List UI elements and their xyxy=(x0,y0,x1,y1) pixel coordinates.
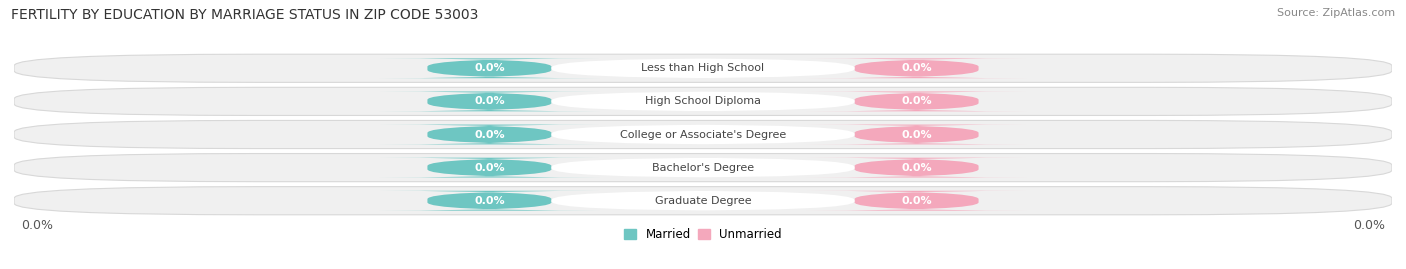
FancyBboxPatch shape xyxy=(807,91,1026,111)
Text: FERTILITY BY EDUCATION BY MARRIAGE STATUS IN ZIP CODE 53003: FERTILITY BY EDUCATION BY MARRIAGE STATU… xyxy=(11,8,478,22)
Text: 0.0%: 0.0% xyxy=(474,129,505,140)
Text: 0.0%: 0.0% xyxy=(474,96,505,107)
Text: Graduate Degree: Graduate Degree xyxy=(655,196,751,206)
FancyBboxPatch shape xyxy=(551,91,855,111)
Text: 0.0%: 0.0% xyxy=(474,196,505,206)
Text: College or Associate's Degree: College or Associate's Degree xyxy=(620,129,786,140)
Text: Bachelor's Degree: Bachelor's Degree xyxy=(652,162,754,173)
FancyBboxPatch shape xyxy=(14,54,1392,82)
Text: 0.0%: 0.0% xyxy=(901,96,932,107)
FancyBboxPatch shape xyxy=(14,187,1392,215)
FancyBboxPatch shape xyxy=(551,191,855,211)
FancyBboxPatch shape xyxy=(807,125,1026,144)
Text: 0.0%: 0.0% xyxy=(474,63,505,73)
FancyBboxPatch shape xyxy=(551,158,855,178)
FancyBboxPatch shape xyxy=(380,125,599,144)
FancyBboxPatch shape xyxy=(807,158,1026,178)
Legend: Married, Unmarried: Married, Unmarried xyxy=(620,223,786,246)
Text: 0.0%: 0.0% xyxy=(474,162,505,173)
FancyBboxPatch shape xyxy=(14,87,1392,115)
Text: 0.0%: 0.0% xyxy=(901,63,932,73)
Text: 0.0%: 0.0% xyxy=(901,162,932,173)
FancyBboxPatch shape xyxy=(14,121,1392,148)
FancyBboxPatch shape xyxy=(551,58,855,78)
FancyBboxPatch shape xyxy=(551,125,855,144)
FancyBboxPatch shape xyxy=(807,58,1026,78)
FancyBboxPatch shape xyxy=(380,191,599,211)
Text: 0.0%: 0.0% xyxy=(901,196,932,206)
Text: 0.0%: 0.0% xyxy=(21,219,53,232)
FancyBboxPatch shape xyxy=(380,58,599,78)
Text: 0.0%: 0.0% xyxy=(901,129,932,140)
FancyBboxPatch shape xyxy=(807,191,1026,211)
Text: High School Diploma: High School Diploma xyxy=(645,96,761,107)
FancyBboxPatch shape xyxy=(380,158,599,178)
FancyBboxPatch shape xyxy=(380,91,599,111)
FancyBboxPatch shape xyxy=(14,154,1392,182)
Text: 0.0%: 0.0% xyxy=(1353,219,1385,232)
Text: Less than High School: Less than High School xyxy=(641,63,765,73)
Text: Source: ZipAtlas.com: Source: ZipAtlas.com xyxy=(1277,8,1395,18)
